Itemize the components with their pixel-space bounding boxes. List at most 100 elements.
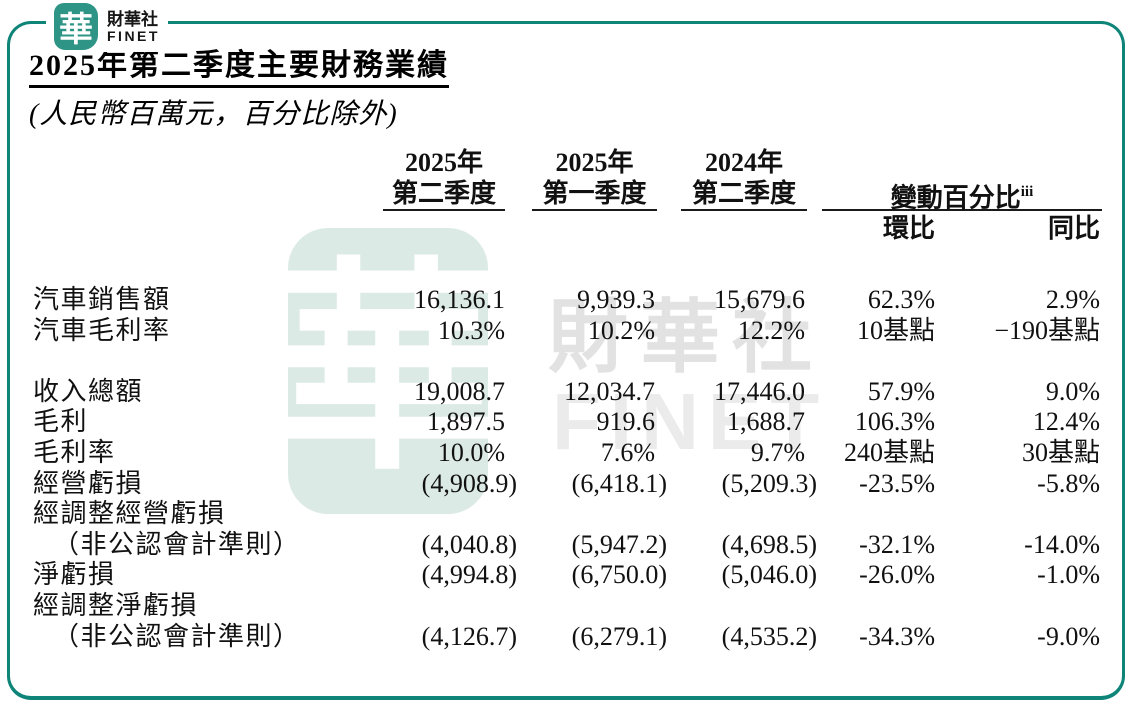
column-header-year-3: 2024年 [704,148,783,177]
value-cell: (5,209.3) [721,468,817,498]
value-cell: 7.6% [600,437,655,467]
value-cell [937,591,1102,622]
column-header-quarter-3: 第二季度 [681,178,807,211]
column-header-quarter-1: 第二季度 [383,178,505,211]
column-header-quarter-2: 第一季度 [532,178,657,211]
header-spacer [822,147,1102,178]
finet-logo-name-en: FINET [107,28,160,45]
value-cell [350,591,519,622]
row-label: （非公認會計準則） [53,529,301,559]
section-gap [33,346,1102,377]
watermark-name-cn: 財華社 [548,293,824,382]
value-cell: 12,034.7 [564,376,655,406]
change-percent-label: 變動百分比 [890,183,1021,213]
value-cell [669,499,819,530]
finet-logo-name-cn: 財華社 [107,10,158,30]
value-cell: -14.0% [1024,529,1100,559]
value-cell [819,591,937,622]
value-cell: 9,939.3 [577,285,655,314]
header-body-gap [33,247,1102,285]
value-cell: 10基點 [856,315,935,345]
column-header-qoq: 環比 [882,214,935,243]
value-cell: (4,040.8) [421,529,517,559]
value-cell: 15,679.6 [714,285,805,314]
row-label: 汽車銷售額 [33,285,171,314]
value-cell: -32.1% [859,529,935,559]
value-cell: (4,535.2) [721,621,817,651]
column-header-yoy: 同比 [1047,214,1100,243]
finet-logo-icon: 華 [54,3,98,50]
value-cell: (4,994.8) [421,560,517,590]
value-cell: 2.9% [1045,285,1100,314]
value-cell: 10.2% [587,315,655,345]
value-cell: -34.3% [859,621,935,651]
value-cell [350,499,519,530]
value-cell: 919.6 [596,407,656,437]
value-cell [519,591,669,622]
value-cell: −190基點 [994,315,1100,345]
value-cell: -5.8% [1037,468,1100,498]
finet-logo-character: 華 [59,12,93,49]
value-cell: (4,126.7) [421,621,517,651]
value-cell: 9.7% [750,437,805,467]
row-label: 經營虧損 [33,468,144,498]
value-cell [937,499,1102,530]
value-cell: 240基點 [843,437,935,467]
page-subtitle: (人民幣百萬元，百分比除外) [29,98,398,130]
column-header-change-percent: 變動百分比iii [822,178,1102,213]
value-cell: -23.5% [859,468,935,498]
row-label: 汽車毛利率 [33,315,171,345]
value-cell: 10.0% [437,437,505,467]
watermark-stamp-character: 華 [275,245,501,496]
value-cell: 17,446.0 [714,376,805,406]
value-cell [819,499,937,530]
row-label: 淨虧損 [33,560,116,590]
watermark-stamp: 華 [276,228,501,514]
title-block: 2025年第二季度主要財務業績 (人民幣百萬元，百分比除外) [29,49,449,132]
value-cell [519,499,669,530]
header-spacer [33,211,350,247]
row-label: 經調整淨虧損 [33,590,199,620]
watermark-name-en: FINET [552,377,829,466]
row-label: 毛利 [33,407,89,437]
value-cell: 12.4% [1032,407,1100,437]
header-spacer [519,211,669,247]
value-cell: (5,046.0) [721,560,817,590]
finet-logo: 華 財華社 FINET [46,1,168,52]
value-cell: (4,908.9) [421,468,517,498]
value-cell: 19,008.7 [414,376,505,406]
header-spacer [33,178,350,211]
value-cell: 9.0% [1045,376,1100,406]
header-spacer [33,147,350,178]
value-cell: 62.3% [867,285,935,314]
page-title: 2025年第二季度主要財務業績 [29,49,449,88]
value-cell: 30基點 [1021,437,1100,467]
value-cell: 1,688.7 [727,407,805,437]
footnote-marker: iii [1020,184,1034,200]
value-cell: 10.3% [437,315,505,345]
value-cell: 106.3% [854,407,935,437]
value-cell: -1.0% [1037,560,1100,590]
column-header-year-1: 2025年 [404,148,483,177]
value-cell: (5,947.2) [571,529,667,559]
row-label: 經調整經營虧損 [33,499,226,529]
row-label: 收入總額 [33,376,144,406]
header-spacer [350,211,519,247]
value-cell: 57.9% [867,376,935,406]
financial-table: 2025年 2025年 2024年 第二季度 第一季度 第二季度 變動百分比ii… [33,147,1102,652]
value-cell [669,591,819,622]
value-cell: 16,136.1 [414,285,505,314]
row-label: 毛利率 [33,437,116,467]
value-cell: -26.0% [859,560,935,590]
value-cell: (6,418.1) [571,468,667,498]
row-label: （非公認會計準則） [53,621,301,651]
value-cell: (4,698.5) [721,529,817,559]
value-cell: (6,279.1) [571,621,667,651]
value-cell: -9.0% [1037,621,1100,651]
value-cell: 1,897.5 [427,407,505,437]
finet-logo-names: 財華社 FINET [107,9,160,44]
header-spacer [669,211,819,247]
column-header-year-2: 2025年 [555,148,634,177]
value-cell: (6,750.0) [571,560,667,590]
